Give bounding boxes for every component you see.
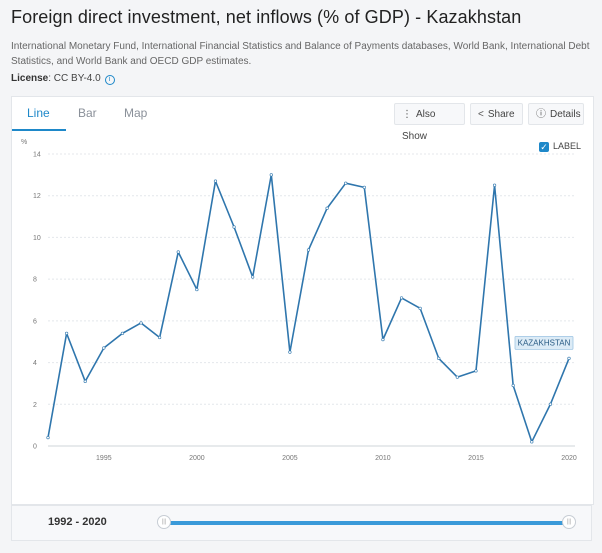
data-point [418,306,422,310]
range-end-handle[interactable]: ||| [562,515,576,529]
x-tick-label: 2005 [282,455,298,462]
data-point [102,346,106,350]
info-circle-icon: ⓘ [536,109,546,120]
y-tick-label: 4 [33,360,37,367]
chart-card: Line Bar Map ⋮ Also Show < Share ⓘ Details … [11,96,594,505]
data-point [158,335,162,340]
data-point [120,331,125,335]
x-tick-label: 2015 [468,455,484,462]
data-point [83,379,87,383]
range-start-handle[interactable]: ||| [157,515,171,529]
active-tab-indicator [12,129,66,131]
data-point [344,181,348,185]
y-tick-label: 10 [33,235,41,242]
label-toggle[interactable]: ✓ LABEL [538,141,581,152]
license: License: CC BY-4.0 i [11,73,115,85]
data-point [325,206,329,210]
license-value: : CC BY-4.0 [48,73,101,84]
data-point [492,183,497,187]
series-line-kazakhstan [47,174,570,443]
data-point [567,356,571,361]
x-tick-label: 1995 [96,455,112,462]
range-bar: 1992 - 2020 ||| ||| [11,505,592,541]
data-point [399,296,404,300]
more-vertical-icon: ⋮ [402,109,412,120]
data-point [65,331,69,335]
source-text: International Monetary Fund, Internation… [11,41,590,67]
data-point [362,185,366,189]
x-tick-label: 2020 [561,455,577,462]
data-point [251,275,255,279]
data-point [269,173,273,177]
page-title: Foreign direct investment, net inflows (… [11,7,522,27]
tab-line[interactable]: Line [27,106,50,120]
data-point [437,356,441,361]
range-slider-track[interactable] [164,521,569,525]
y-tick-label: 6 [33,318,37,325]
data-point [195,287,199,292]
y-tick-label: 0 [33,444,37,451]
data-point [511,383,515,388]
tab-map[interactable]: Map [124,106,148,120]
x-tick-label: 2000 [189,455,205,462]
share-button[interactable]: < Share [470,103,523,125]
data-point [455,375,459,379]
checkbox-checked-icon[interactable]: ✓ [538,142,549,152]
data-point [213,179,218,183]
x-tick-label: 2010 [375,455,391,462]
y-axis-unit: % [21,139,27,146]
data-point [176,250,180,254]
line-chart: % 0 2 4 6 8 10 12 14 1995 2000 2005 2010 2015 2020 KAZA… [21,139,577,462]
data-point [530,440,534,444]
tab-bar[interactable]: Bar [78,106,97,120]
y-tick-label: 14 [33,152,41,159]
also-show-button[interactable]: ⋮ Also Show [394,103,465,142]
y-tick-label: 8 [33,277,37,284]
series-label-box [514,335,574,350]
data-point [548,402,552,406]
data-point [381,338,385,342]
data-point [474,369,478,373]
series-label: KAZAKHSTAN [518,339,571,348]
data-point [232,225,236,229]
license-label: License [11,73,49,84]
share-icon: < [478,109,484,120]
info-icon[interactable]: i [104,75,115,85]
data-point [306,248,311,252]
data-point [139,321,143,325]
y-tick-label: 2 [33,402,37,409]
data-point [46,436,50,440]
y-tick-label: 12 [33,193,41,200]
data-point [288,350,292,354]
range-label: 1992 - 2020 [48,516,107,528]
details-button[interactable]: ⓘ Details [528,103,584,125]
